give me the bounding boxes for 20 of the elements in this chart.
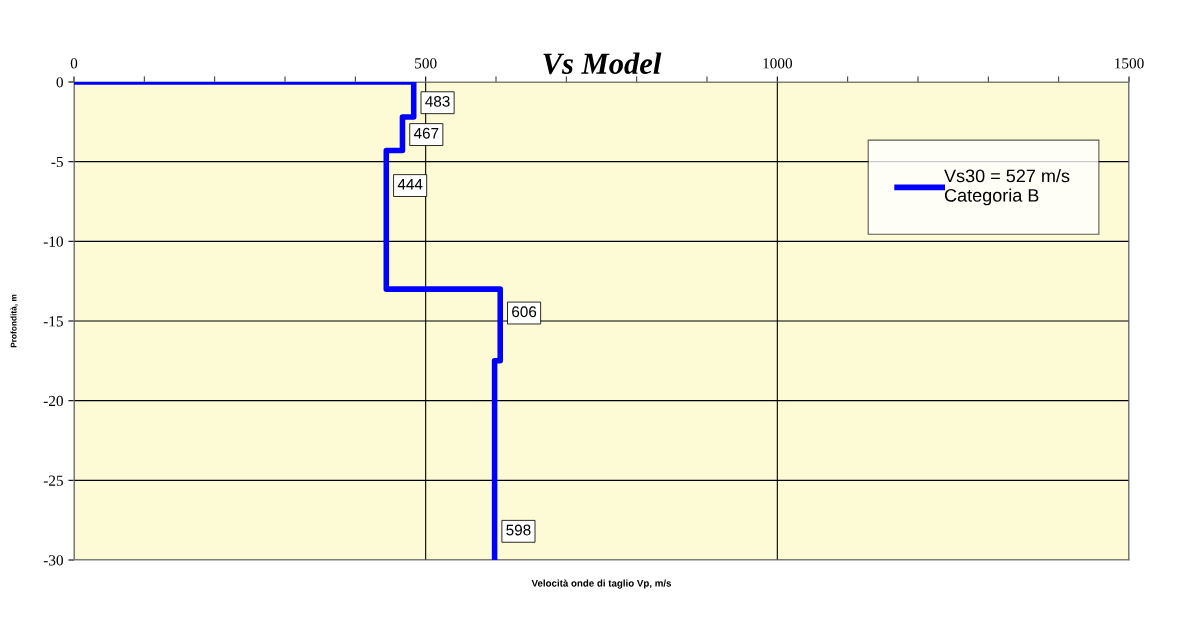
annotation: 606 <box>512 306 537 318</box>
x-tick-label: 500 <box>415 58 437 69</box>
annotation: 444 <box>397 179 423 190</box>
y-tick-label: -20 <box>43 395 63 407</box>
y-tick-label: -10 <box>43 236 63 247</box>
y-tick-label: -15 <box>43 316 63 327</box>
annotation: 467 <box>413 127 439 139</box>
y-tick-label: 0 <box>56 77 63 88</box>
annotation: 598 <box>506 524 531 536</box>
legend-label: Vs30 = 527 m/s Categoria B <box>944 169 1070 206</box>
y-tick-label: -25 <box>43 475 63 486</box>
chart-title: Vs Model <box>543 52 662 75</box>
annotation: 483 <box>425 96 450 107</box>
y-axis-title: Profondità, m <box>10 294 18 348</box>
x-tick-label: 1500 <box>1115 58 1144 69</box>
x-axis-title: Velocità onde di taglio Vp, m/s <box>531 579 672 589</box>
x-tick-label: 1000 <box>763 58 793 69</box>
y-tick-label: -30 <box>43 555 63 566</box>
x-tick-label: 0 <box>70 58 78 69</box>
y-tick-label: -5 <box>51 156 63 168</box>
